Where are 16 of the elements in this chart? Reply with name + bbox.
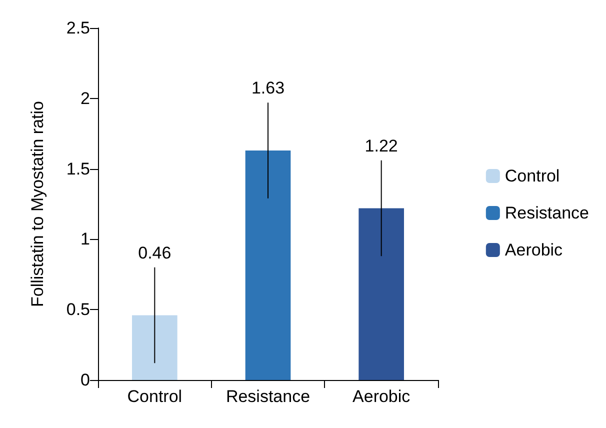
y-tick-label: 2 (80, 88, 90, 108)
y-tick-label: 0 (80, 370, 90, 390)
x-tick-label: Resistance (226, 387, 310, 406)
y-tick-label: 1.5 (66, 159, 90, 178)
data-label: 0.46 (138, 243, 172, 262)
y-tick-label: 2.5 (66, 18, 90, 38)
data-label: 1.22 (364, 136, 398, 156)
legend-label: Resistance (504, 204, 590, 222)
y-axis-title: Follistatin to Myostatin ratio (28, 101, 47, 307)
legend-label: Control (504, 166, 560, 186)
x-tick-label: Aerobic (352, 387, 411, 406)
legend-label: Aerobic (504, 240, 564, 260)
y-tick-label: 1 (80, 230, 90, 249)
y-tick-label: 0.5 (66, 300, 90, 320)
data-label: 1.63 (251, 78, 285, 98)
x-tick-label: Control (127, 387, 182, 406)
